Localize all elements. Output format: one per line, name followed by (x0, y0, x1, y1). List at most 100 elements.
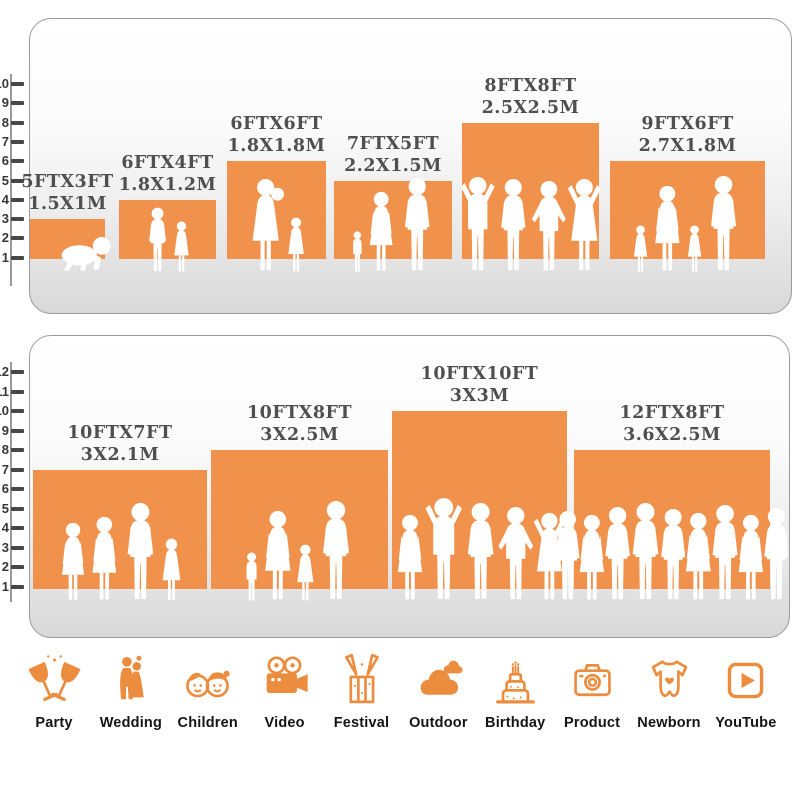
ruler-number: 2 (1, 230, 9, 245)
ruler-tick (11, 507, 24, 511)
ruler-tick (11, 82, 24, 86)
ruler-number: 12 (0, 364, 9, 379)
people-silhouettes (349, 177, 437, 273)
backdrop-size-m: 2.5X2.5M (481, 97, 580, 118)
ruler-tick (11, 468, 24, 472)
ruler-axis (10, 362, 12, 602)
man-silhouette (468, 503, 494, 599)
outdoor-icon (420, 660, 463, 695)
backdrop-size-label: 8FTX8FT 2.5X2.5M (482, 76, 580, 119)
people-silhouettes (50, 227, 117, 273)
girl-silhouette (687, 225, 701, 272)
girl-silhouette (173, 221, 189, 272)
ruler-tick (11, 370, 24, 374)
people-silhouettes (144, 207, 192, 273)
ruler-tick (11, 159, 24, 163)
ruler-number: 1 (1, 579, 9, 594)
backdrop-size-m: 3X2.1M (80, 444, 160, 465)
backdrop-size-label: 12FTX8FT 3.6X2.5M (619, 403, 724, 446)
toddler-silhouette (246, 552, 257, 601)
category-label: Wedding (99, 715, 163, 731)
ruler-tick (11, 585, 24, 589)
woman-silhouette (686, 512, 711, 600)
backdrop-size-ft: 10FTX10FT (420, 364, 539, 384)
ruler-tick (11, 101, 24, 105)
backdrop-size-label: 6FTX4FT 1.8X1.2M (119, 153, 217, 196)
ruler-tick (11, 429, 24, 433)
ruler-tick (11, 565, 24, 569)
backdrop-size-ft: 6FTX6FT (230, 114, 323, 134)
category-label: Video (264, 715, 305, 731)
woman-silhouette (265, 510, 291, 600)
backdrop-size-ft: 9FTX6FT (641, 114, 734, 134)
backdrop-bar (211, 450, 388, 589)
ruler-number: 8 (1, 115, 9, 130)
backdrop-bar (119, 200, 216, 259)
crawling-baby-silhouette (61, 237, 111, 271)
woman-silhouette (738, 514, 763, 600)
category-party: Party (16, 652, 92, 731)
backdrop-size-m: 3X3M (449, 385, 510, 406)
children-icon (186, 670, 230, 698)
backdrop-size-m: 2.7X1.8M (638, 135, 737, 156)
backdrop-size-m: 1.8X1.2M (118, 174, 217, 195)
backdrop-size-label: 10FTX10FT 3X3M (421, 364, 539, 407)
category-label: Festival (333, 715, 390, 731)
man-silhouette (763, 507, 789, 600)
man-hands-on-hips-silhouette (498, 506, 534, 600)
category-birthday: Birthday (477, 652, 553, 731)
category-label: Party (35, 715, 73, 731)
girl-silhouette (297, 544, 314, 601)
category-label: Outdoor (409, 715, 468, 731)
girl-silhouette (288, 217, 305, 272)
people-silhouettes (243, 500, 356, 602)
man-silhouette (632, 503, 659, 599)
people-silhouettes (57, 502, 182, 602)
category-newborn: Newborn (631, 652, 707, 731)
ruler-axis (10, 74, 12, 286)
man-silhouette (605, 506, 630, 600)
category-label: Birthday (485, 715, 546, 731)
backdrop-size-label: 5FTX3FT 1.5X1M (21, 172, 113, 215)
ruler-tick (11, 256, 24, 260)
people-silhouettes (555, 502, 790, 602)
man-silhouette (127, 503, 153, 599)
backdrop-size-m: 3X2.5M (260, 424, 339, 445)
people-silhouettes (459, 176, 602, 273)
woman-carrying-baby-silhouette (252, 178, 284, 271)
ruler-number: 5 (1, 173, 9, 188)
backdrop-size-ft: 7FTX5FT (346, 134, 440, 154)
backdrop-size-label: 10FTX8FT 3X2.5M (247, 403, 352, 446)
category-outdoor: Outdoor (400, 652, 476, 731)
woman-silhouette (655, 185, 680, 271)
ruler-tick (11, 236, 24, 240)
man-silhouette (555, 510, 580, 600)
people-silhouettes (394, 497, 565, 602)
ruler-tick (11, 217, 24, 221)
backdrop-size-label: 10FTX7FT 3X2.1M (67, 423, 172, 466)
ruler-number: 9 (1, 423, 9, 438)
woman-silhouette (92, 516, 116, 600)
backdrop-size-ft: 12FTX8FT (619, 403, 725, 423)
ruler-tick (11, 140, 24, 144)
backdrop-size-m: 2.2X1.5M (344, 155, 442, 176)
category-label: Children (177, 715, 238, 731)
ruler-number: 10 (0, 76, 9, 91)
backdrop-size-ft: 5FTX3FT (21, 172, 114, 192)
girl-silhouette (633, 225, 648, 272)
man-arms-up-silhouette (425, 498, 463, 599)
ruler-number: 9 (1, 95, 9, 110)
ruler-number: 10 (0, 403, 9, 418)
ruler-tick (11, 409, 24, 413)
ruler-number: 6 (1, 481, 9, 496)
people-silhouettes (245, 178, 307, 273)
backdrop-size-m: 1.8X1.8M (227, 135, 326, 156)
category-label: Newborn (637, 715, 701, 731)
backdrop-bar (227, 161, 326, 259)
woman-silhouette (397, 514, 422, 600)
category-video: Video (247, 652, 323, 731)
wedding-icon (120, 655, 145, 700)
ruler-number: 3 (1, 540, 9, 555)
ruler-tick (11, 179, 24, 183)
